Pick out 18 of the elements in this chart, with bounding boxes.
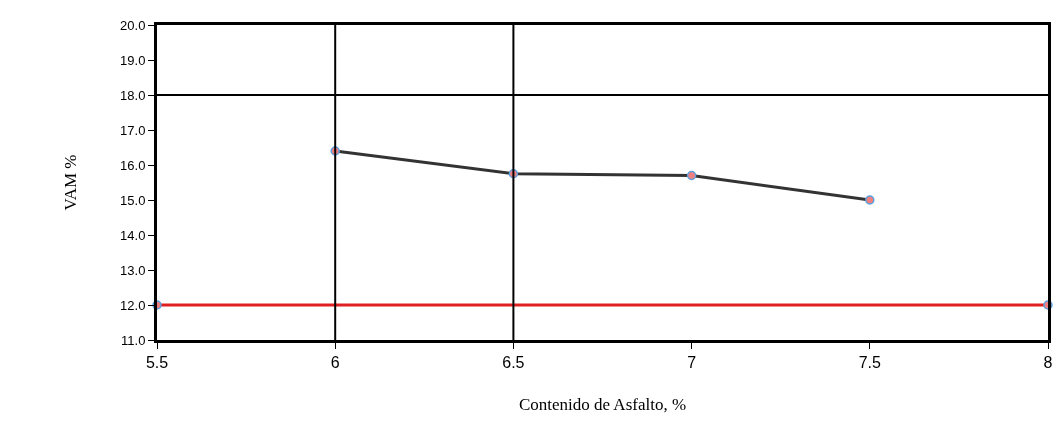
x-tick-label: 8 [1043,354,1053,372]
y-tick-label: 11.0 [121,332,146,348]
x-axis-title: Contenido de Asfalto, % [518,394,687,414]
x-tick-label: 6.5 [502,354,525,372]
x-tick-label: 7.5 [858,354,882,372]
y-tick-label: 12.0 [120,297,146,313]
x-tick-label: 5.5 [145,354,169,372]
y-axis-title: VAM % [60,154,80,211]
x-tick-label: 7 [687,354,697,372]
x-tick-label: 6 [330,354,340,372]
y-tick-label: 15.0 [120,192,146,208]
y-tick-label: 20.0 [120,17,146,33]
y-tick-label: 13.0 [120,262,146,278]
y-tick-label: 19.0 [120,52,146,68]
y-tick-label: 18.0 [120,87,146,103]
y-tick-label: 16.0 [120,157,146,173]
y-tick-label: 17.0 [120,122,146,138]
y-tick-label: 14.0 [120,227,146,243]
